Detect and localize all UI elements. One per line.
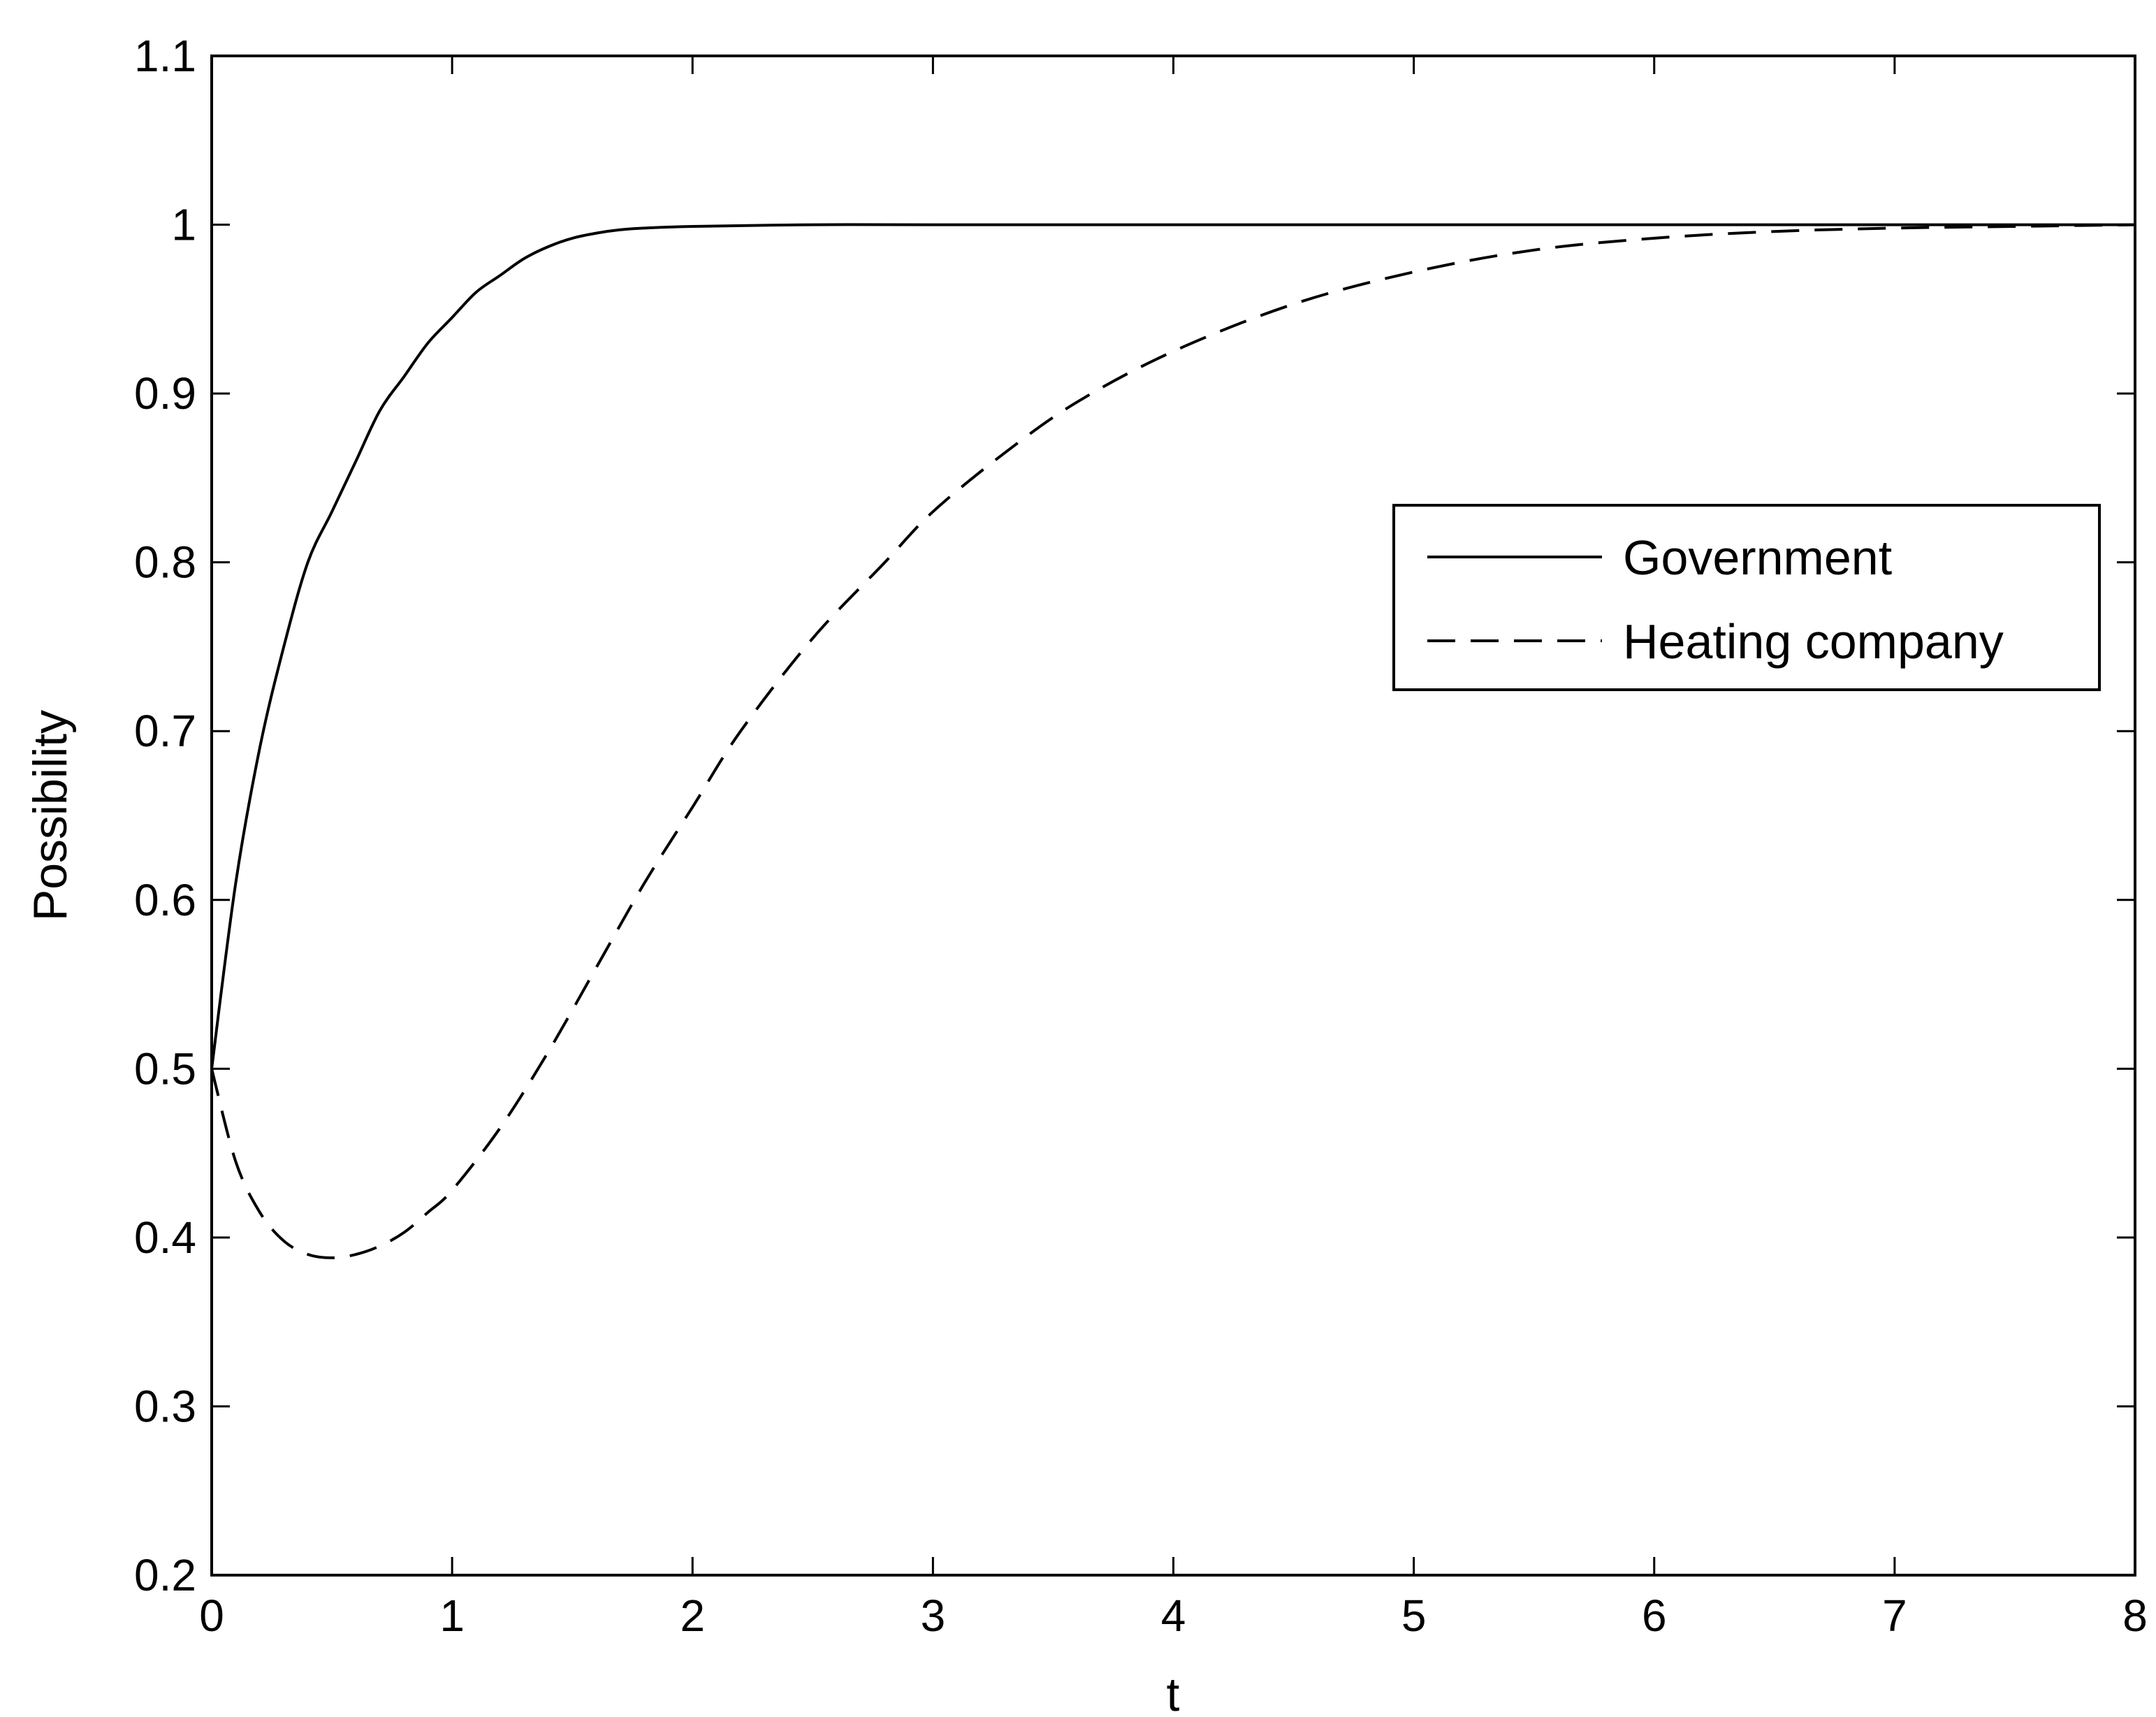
y-tick-label: 1 xyxy=(171,200,196,250)
series-line-government xyxy=(210,223,2135,1069)
x-tick-label: 2 xyxy=(680,1591,705,1641)
x-axis-label: t xyxy=(1167,1668,1180,1717)
y-tick-label: 0.2 xyxy=(134,1550,196,1600)
y-tick-label: 0.3 xyxy=(134,1381,196,1431)
series-line-heating-company xyxy=(210,223,2136,1259)
y-tick-label: 0.4 xyxy=(134,1212,196,1263)
legend-label-heating-company: Heating company xyxy=(1623,614,2004,669)
x-tick-label: 7 xyxy=(1882,1591,1907,1641)
plot-area-frame xyxy=(210,55,2136,1577)
ticks-layer: 0 1 2 3 4 5 6 7 8 0.2 0.3 0.4 0.5 0.6 0.7 0.8 0.9 1 1.1 xyxy=(134,31,2148,1641)
legend-label-government: Government xyxy=(1623,530,1892,585)
x-tick-label: 1 xyxy=(439,1591,465,1641)
x-tick-label: 5 xyxy=(1401,1591,1427,1641)
y-tick-label: 1.1 xyxy=(134,31,196,81)
legend: Government Heating company xyxy=(1392,504,2101,691)
x-tick-label: 3 xyxy=(921,1591,946,1641)
y-tick-label: 0.6 xyxy=(134,875,196,925)
x-tick-label: 8 xyxy=(2122,1591,2148,1641)
x-tick-label: 0 xyxy=(199,1591,224,1641)
legend-box xyxy=(1392,504,2101,691)
x-tick-label: 4 xyxy=(1161,1591,1186,1641)
series-layer xyxy=(210,223,2136,1259)
y-tick-label: 0.7 xyxy=(134,706,196,756)
y-tick-label: 0.9 xyxy=(134,368,196,419)
x-tick-label: 6 xyxy=(1642,1591,1667,1641)
y-tick-label: 0.5 xyxy=(134,1043,196,1094)
y-axis-label: Possibility xyxy=(24,710,77,921)
plot-area-background xyxy=(212,56,2135,1575)
y-tick-label: 0.8 xyxy=(134,537,196,588)
